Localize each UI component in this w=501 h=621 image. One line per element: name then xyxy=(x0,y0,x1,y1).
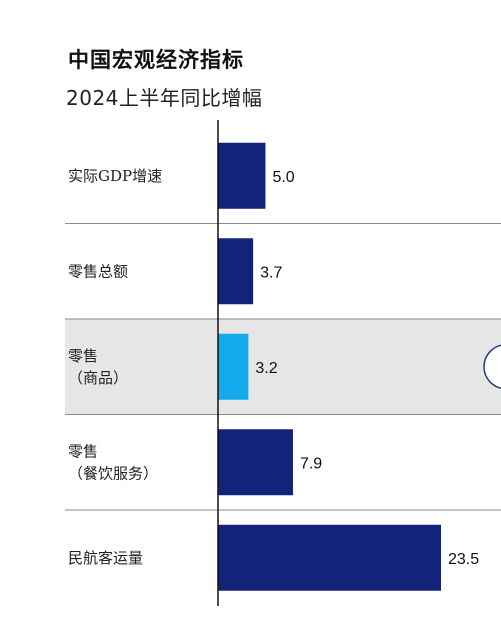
bar xyxy=(218,238,254,305)
highlight-row-background xyxy=(65,319,501,415)
category-label: （餐饮服务） xyxy=(68,464,158,482)
bar xyxy=(218,524,441,591)
bar xyxy=(218,333,249,400)
bar xyxy=(218,429,293,496)
category-label: 零售 xyxy=(68,347,98,365)
category-label: 民航客运量 xyxy=(68,549,143,567)
scroll-indicator-icon xyxy=(483,344,501,389)
bar-value-label: 23.5 xyxy=(448,551,479,568)
bar xyxy=(218,142,266,209)
category-label: 零售 xyxy=(68,442,98,460)
chart-title: 中国宏观经济指标 xyxy=(68,47,244,72)
category-label: 零售总额 xyxy=(68,262,128,280)
category-label: 实际GDP增速 xyxy=(68,167,162,185)
category-label: （商品） xyxy=(68,369,128,387)
chart-subtitle: 2024上半年同比增幅 xyxy=(66,86,263,110)
bar-value-label: 3.7 xyxy=(260,264,282,281)
bar-value-label: 7.9 xyxy=(300,455,322,472)
bar-value-label: 5.0 xyxy=(272,169,294,186)
bar-value-label: 3.2 xyxy=(255,360,277,377)
